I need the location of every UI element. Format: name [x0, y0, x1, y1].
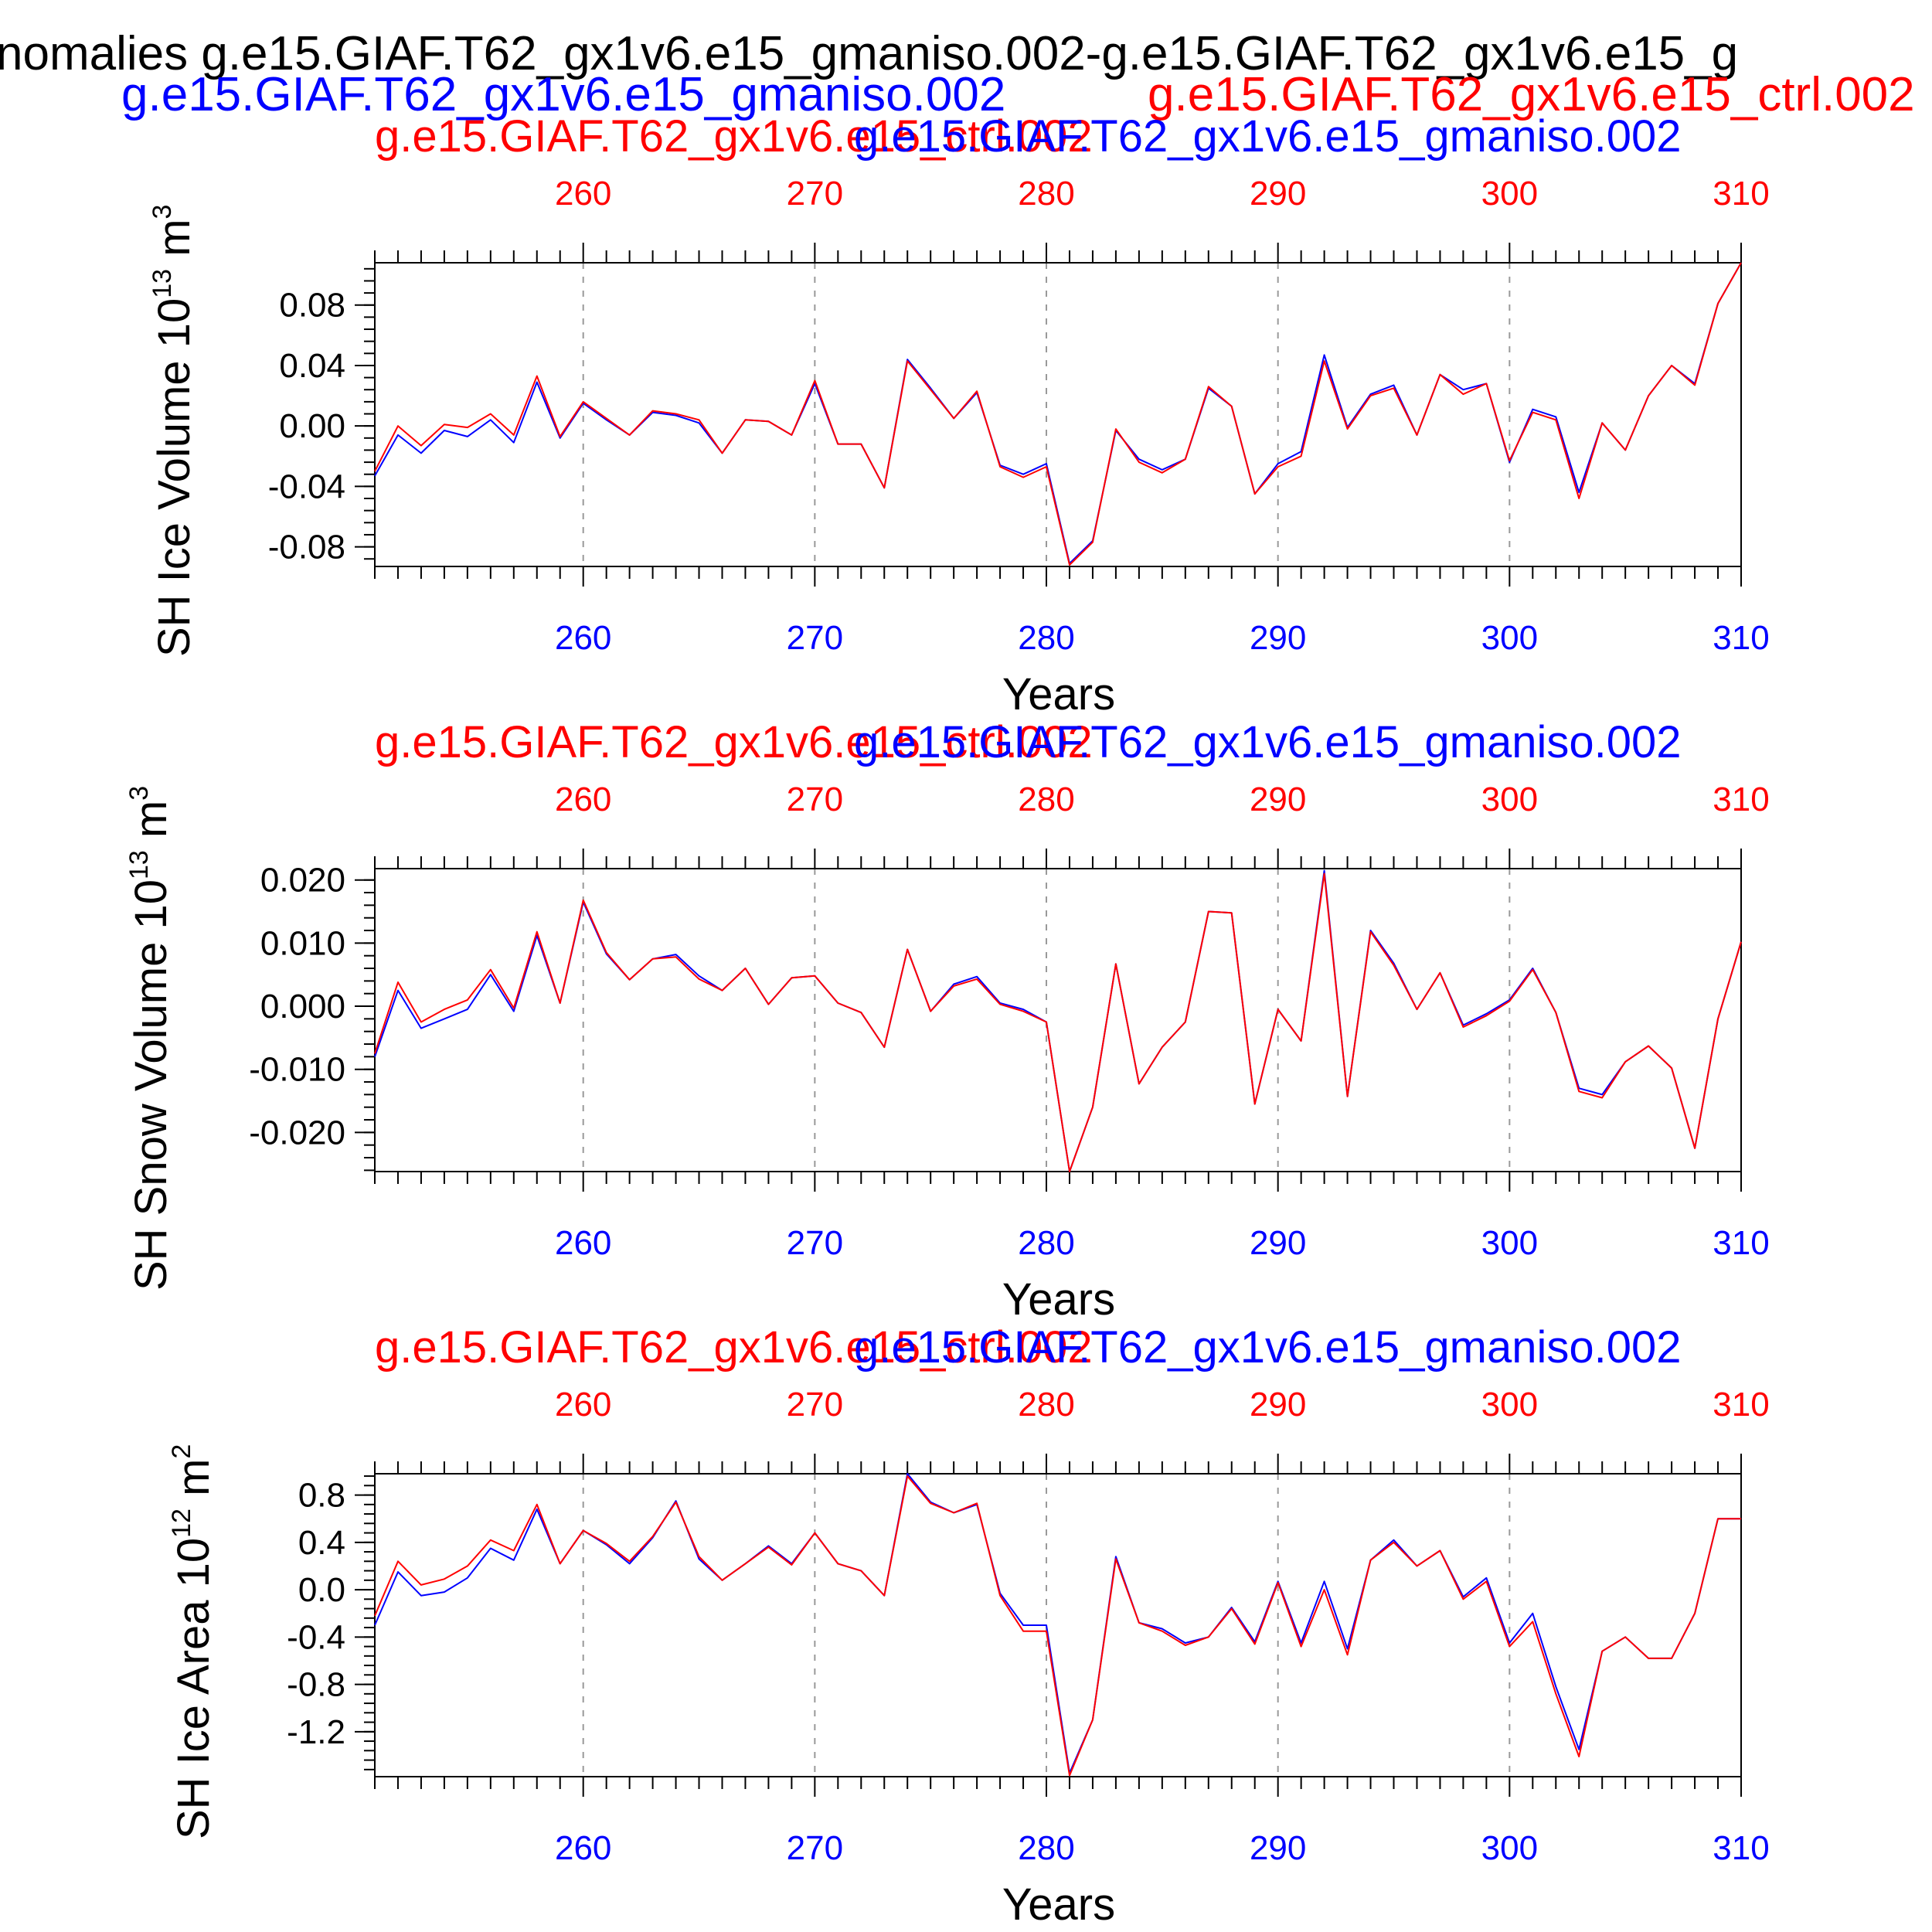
- y-tick-label: -0.020: [249, 1114, 345, 1151]
- y-axis-title: SH Snow Volume 1013 m3: [124, 786, 176, 1291]
- y-tick-label: -0.08: [268, 529, 345, 566]
- x-tick-label-top: 290: [1250, 175, 1306, 213]
- y-tick-label: -1.2: [287, 1713, 345, 1751]
- x-tick-label-bottom: 300: [1481, 1829, 1538, 1867]
- y-tick-label: -0.4: [287, 1618, 345, 1656]
- x-tick-label-top: 260: [555, 175, 611, 213]
- red-case-label: g.e15.GIAF.T62_gx1v6.e15_ctrl.002: [375, 717, 1093, 767]
- x-tick-label-bottom: 290: [1250, 1829, 1306, 1867]
- y-axis-title: SH Ice Area 1012 m2: [167, 1444, 219, 1839]
- x-tick-label-bottom: 280: [1018, 619, 1074, 657]
- y-tick-label: 0.010: [260, 924, 345, 962]
- y-tick-label: 0.00: [279, 407, 345, 445]
- blue-case-label: g.e15.GIAF.T62_gx1v6.e15_gmaniso.002: [854, 111, 1682, 162]
- blue-case-label: g.e15.GIAF.T62_gx1v6.e15_gmaniso.002: [854, 717, 1682, 767]
- x-tick-label-bottom: 260: [555, 619, 611, 657]
- series-line-gmaniso: [374, 1473, 1741, 1774]
- x-tick-label-top: 300: [1481, 175, 1538, 213]
- panel-1: -0.08 -0.04 0.00 0.04 0.08 260 260 270 270 280 280…: [148, 111, 1770, 719]
- y-tick-label: 0.04: [279, 347, 345, 385]
- x-tick-label-top: 290: [1250, 1386, 1306, 1423]
- x-tick-label-top: 270: [787, 1386, 843, 1423]
- x-tick-label-bottom: 310: [1713, 1224, 1769, 1262]
- x-tick-label-top: 270: [787, 781, 843, 818]
- x-tick-label-bottom: 290: [1250, 1224, 1306, 1262]
- series-line-ctrl: [374, 872, 1742, 1172]
- red-case-label: g.e15.GIAF.T62_gx1v6.e15_ctrl.002: [375, 1322, 1093, 1372]
- x-tick-label-top: 310: [1713, 781, 1769, 818]
- y-tick-label: 0.0: [298, 1571, 345, 1609]
- red-case-label: g.e15.GIAF.T62_gx1v6.e15_ctrl.002: [375, 111, 1093, 162]
- x-axis-title: Years: [1002, 669, 1115, 719]
- plot-frame: [374, 262, 1742, 567]
- series-line-ctrl: [374, 1475, 1741, 1777]
- y-tick-label: -0.04: [268, 468, 345, 505]
- x-tick-label-top: 280: [1018, 781, 1074, 818]
- y-tick-label: -0.8: [287, 1666, 345, 1704]
- x-tick-label-top: 300: [1481, 1386, 1538, 1423]
- x-tick-label-bottom: 300: [1481, 619, 1538, 657]
- y-axis-title: SH Ice Volume 1013 m3: [148, 205, 199, 657]
- panel-2: -0.020 -0.010 0.000 0.010 0.020 260 260 270 270 2…: [124, 717, 1770, 1325]
- x-tick-label-bottom: 260: [555, 1829, 611, 1867]
- x-tick-label-top: 260: [555, 781, 611, 818]
- x-tick-label-bottom: 310: [1713, 1829, 1769, 1867]
- legend-red-case-name: g.e15.GIAF.T62_gx1v6.e15_ctrl.002: [1148, 68, 1915, 121]
- x-tick-label-bottom: 300: [1481, 1224, 1538, 1262]
- x-tick-label-top: 260: [555, 1386, 611, 1423]
- legend-blue-case-name: g.e15.GIAF.T62_gx1v6.e15_gmaniso.002: [121, 68, 1005, 121]
- y-tick-label: 0.8: [298, 1477, 345, 1515]
- x-axis-title: Years: [1002, 1879, 1115, 1930]
- x-axis-title: Years: [1002, 1274, 1115, 1325]
- blue-case-label: g.e15.GIAF.T62_gx1v6.e15_gmaniso.002: [854, 1322, 1682, 1372]
- x-tick-label-top: 280: [1018, 1386, 1074, 1423]
- x-tick-label-bottom: 270: [787, 1829, 843, 1867]
- x-tick-label-bottom: 270: [787, 619, 843, 657]
- x-tick-label-top: 300: [1481, 781, 1538, 818]
- x-tick-label-top: 280: [1018, 175, 1074, 213]
- x-tick-label-bottom: 270: [787, 1224, 843, 1262]
- panel-3: -1.2 -0.8 -0.4 0.0 0.4 0.8 260 260 270 270 280 280 2…: [167, 1322, 1770, 1930]
- x-tick-label-bottom: 260: [555, 1224, 611, 1262]
- y-tick-label: 0.000: [260, 988, 345, 1026]
- y-tick-label: 0.020: [260, 862, 345, 900]
- x-tick-label-bottom: 280: [1018, 1224, 1074, 1262]
- series-line-ctrl: [374, 262, 1742, 566]
- x-tick-label-bottom: 290: [1250, 619, 1306, 657]
- plot-frame: [374, 868, 1742, 1172]
- y-tick-label: 0.08: [279, 287, 345, 325]
- x-tick-label-bottom: 280: [1018, 1829, 1074, 1867]
- x-tick-label-top: 270: [787, 175, 843, 213]
- y-tick-label: 0.4: [298, 1524, 345, 1562]
- x-tick-label-top: 290: [1250, 781, 1306, 818]
- panels-container: -0.08 -0.04 0.00 0.04 0.08 260 260 270 270 280 280…: [124, 111, 1770, 1930]
- y-tick-label: -0.010: [249, 1051, 345, 1089]
- x-tick-label-top: 310: [1713, 1386, 1769, 1423]
- figure-title: nomalies g.e15.GIAF.T62_gx1v6.e15_gmanis…: [0, 27, 1738, 80]
- x-tick-label-top: 310: [1713, 175, 1769, 213]
- x-tick-label-bottom: 310: [1713, 619, 1769, 657]
